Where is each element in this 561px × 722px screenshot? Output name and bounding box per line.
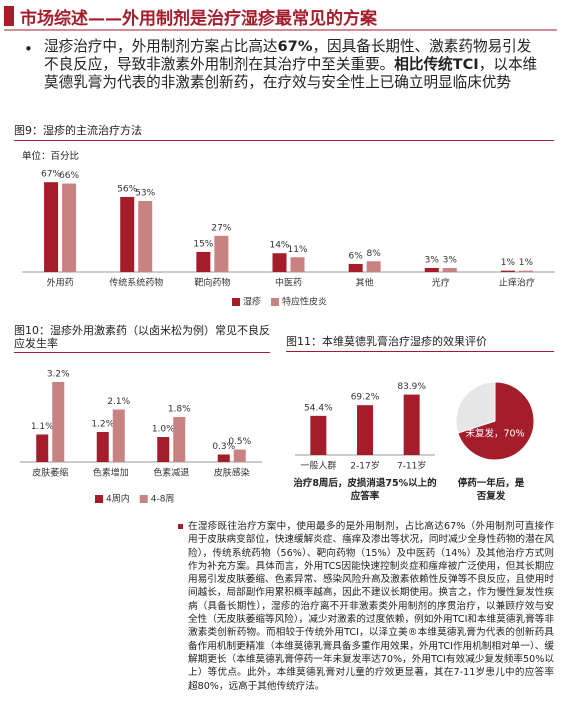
data-label: 1.1% — [31, 422, 54, 432]
notes-marker — [178, 524, 183, 529]
data-label: 66% — [59, 171, 79, 181]
x-tick-label: 光疗 — [432, 277, 450, 289]
pie-slice — [455, 381, 496, 434]
x-tick-label: 中医药 — [275, 277, 302, 289]
notes-text: 在湿疹既往治疗方案中，使用最多的是外用制剂，占比高达67%（外用制剂可直接作用于… — [188, 521, 554, 692]
data-label: 27% — [211, 223, 231, 233]
data-label: 3.2% — [47, 370, 70, 380]
data-label: 14% — [269, 241, 289, 251]
x-tick-label: 皮肤萎缩 — [32, 467, 68, 479]
figure-caption: 图11：本维莫德乳膏治疗湿疹的效果评价 — [286, 333, 554, 352]
bar — [52, 382, 65, 462]
data-label: 1% — [501, 258, 516, 268]
bar — [173, 417, 186, 462]
bullet-dot: • — [24, 40, 33, 58]
x-tick-label: 其他 — [356, 277, 374, 289]
legend-label: 4周内 — [106, 493, 130, 505]
data-label: 0.3% — [212, 442, 235, 452]
legend-label: 4-8周 — [151, 494, 175, 505]
bar — [442, 267, 457, 272]
data-label: 2.1% — [107, 397, 130, 407]
data-label: 1% — [519, 258, 534, 268]
data-label: 1.8% — [168, 405, 191, 415]
x-tick-label: 传统系统药物 — [109, 277, 163, 289]
data-label: 53% — [135, 188, 155, 198]
bar — [310, 415, 327, 455]
bold-text: 67% — [277, 38, 313, 55]
legend-swatch — [271, 298, 280, 306]
chart-caption: 治疗8周后，皮损消退75%以上的应答率 — [293, 478, 437, 502]
text: ，以本维莫德乳膏为代表的非激素创新药，在疗效与安全性上已确立明显临床优势 — [44, 56, 538, 91]
text: ，因具备长期性、激素药物易引发不良反应，导致非激素外用制剂在其治疗中至关重要。 — [44, 38, 532, 73]
bar — [62, 183, 77, 272]
x-tick-label: 一般人群 — [300, 460, 336, 472]
data-label: 8% — [367, 249, 382, 259]
text: 湿疹治疗中，外用制剂方案占比高达 — [44, 38, 278, 55]
bar — [157, 437, 170, 462]
legend-swatch — [232, 298, 240, 306]
bar — [214, 235, 229, 272]
bold-text: 相比传统TCI — [394, 56, 479, 73]
legend-swatch — [95, 495, 103, 503]
pie-slice — [457, 381, 535, 461]
x-tick-label: 2-17岁 — [350, 460, 379, 472]
bullet-text: 湿疹治疗中，外用制剂方案占比高达67%，因具备长期性、激素药物易引发不良反应，导… — [44, 38, 544, 92]
x-tick-label: 色素减退 — [153, 467, 189, 479]
data-label: 1.2% — [91, 420, 114, 430]
x-tick-label: 7-11岁 — [397, 460, 426, 472]
page-title: 市场综述——外用制剂是治疗湿疹最常见的方案 — [20, 9, 377, 29]
data-label: 3% — [443, 255, 458, 265]
data-label: 1.0% — [152, 425, 175, 435]
x-tick-label: 止痒治疗 — [499, 277, 535, 289]
bar — [217, 454, 230, 462]
bar — [112, 409, 125, 462]
legend-label: 特应性皮炎 — [282, 296, 327, 308]
figure-caption: 图10：湿疹外用激素药（以卤米松为例）常见不良反应发生率 — [14, 324, 270, 353]
data-label: 67% — [41, 170, 61, 180]
bar — [233, 449, 246, 462]
chart-caption: 停药一年后，是否复发 — [457, 478, 525, 502]
figure-caption: 图9：湿疹的主流治疗方法 — [14, 122, 554, 141]
data-label: 3% — [425, 255, 440, 265]
data-label: 0.5% — [228, 437, 251, 447]
legend-swatch — [139, 495, 148, 503]
bar — [403, 394, 420, 455]
bar — [357, 405, 373, 455]
data-label: 6% — [349, 251, 364, 261]
bar — [290, 257, 305, 272]
bar — [96, 432, 109, 462]
bar — [424, 267, 439, 272]
data-label: 15% — [193, 239, 213, 249]
data-label: 11% — [287, 245, 307, 255]
bar — [120, 196, 135, 272]
bar — [500, 270, 515, 272]
unit-label: 单位：百分比 — [22, 151, 80, 162]
bar — [36, 434, 49, 462]
x-tick-label: 皮肤感染 — [214, 467, 250, 479]
data-label: 69.2% — [351, 393, 380, 403]
bar — [272, 253, 287, 272]
data-label: 56% — [117, 184, 137, 194]
title-marker — [4, 6, 14, 26]
pie-label: 未复发，70% — [465, 428, 524, 440]
x-tick-label: 色素增加 — [93, 467, 129, 479]
x-tick-label: 外用药 — [47, 277, 74, 289]
legend-label: 湿疹 — [243, 296, 261, 308]
data-label: 54.4% — [304, 403, 333, 413]
data-label: 83.9% — [397, 382, 426, 392]
bar — [518, 270, 533, 272]
bar — [44, 182, 59, 272]
bar — [138, 200, 153, 272]
x-tick-label: 靶向药物 — [194, 277, 230, 289]
bar — [348, 263, 363, 272]
bar — [196, 251, 211, 272]
bar — [366, 261, 381, 272]
